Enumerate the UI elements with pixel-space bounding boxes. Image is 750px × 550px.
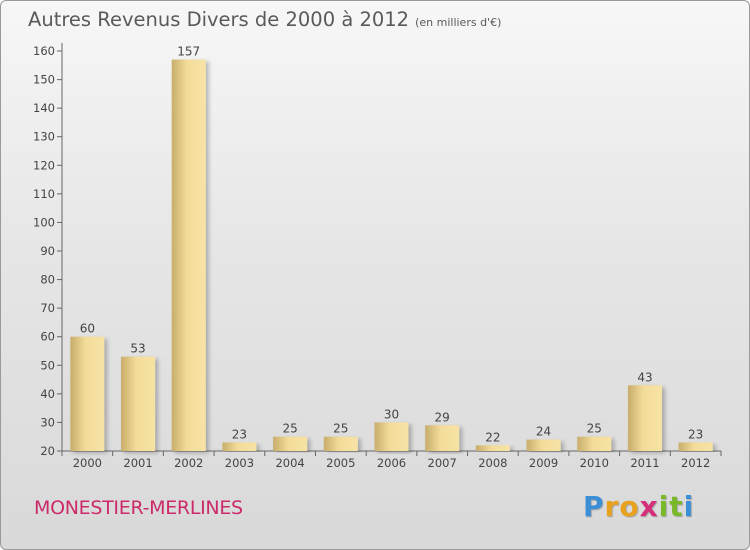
y-tick-label: 160 [33,44,55,58]
data-label: 23 [688,427,703,441]
bar [121,356,156,451]
x-tick-label: 2007 [428,456,457,470]
commune-name: MONESTIER-MERLINES [34,497,243,519]
x-tick-label: 2005 [326,456,355,470]
logo-letter: P [583,490,605,523]
data-label: 29 [435,410,450,424]
bar [475,445,510,451]
logo-letter: x [639,490,659,523]
y-tick-label: 120 [33,158,55,172]
y-tick-label: 140 [33,101,55,115]
x-tick-label: 2010 [580,456,609,470]
bar [70,336,105,451]
logo-letter: i [683,490,695,523]
x-tick-label: 2003 [225,456,254,470]
data-label: 25 [282,422,297,436]
bar [222,442,257,451]
data-label: 53 [130,342,145,356]
y-tick-label: 70 [40,301,55,315]
y-tick-label: 100 [33,215,55,229]
data-label: 25 [333,422,348,436]
chart-labels: 2000 60 2001 53 2002 157 2003 23 2004 25 2005 25 200… [73,45,711,470]
data-label: 157 [177,45,200,59]
y-tick-label: 130 [33,130,55,144]
y-tick-label: 80 [40,273,55,287]
x-tick-label: 2001 [123,456,152,470]
bar [627,385,662,451]
x-tick-label: 2002 [174,456,203,470]
chart-title: Autres Revenus Divers de 2000 à 2012 (en … [28,8,502,31]
x-tick-label: 2004 [275,456,304,470]
bar [425,425,460,451]
x-tick-label: 2006 [377,456,406,470]
logo-letter: t [669,490,684,523]
x-tick-label: 2008 [478,456,507,470]
y-tick-label: 30 [40,415,55,429]
y-tick-label: 40 [40,387,55,401]
bar [374,422,409,451]
x-tick-label: 2009 [529,456,558,470]
y-tick-label: 20 [40,444,55,458]
data-label: 60 [80,322,95,336]
data-label: 23 [232,427,247,441]
y-tick-label: 150 [33,73,55,87]
bar [577,436,612,451]
y-tick-label: 50 [40,358,55,372]
proxiti-logo: Proxiti [583,490,694,523]
x-tick-label: 2012 [681,456,710,470]
y-tick-label: 90 [40,244,55,258]
chart-bars [70,59,713,451]
data-label: 25 [587,422,602,436]
logo-letter: i [658,490,670,523]
logo-letter: o [619,490,640,523]
y-tick-label: 60 [40,330,55,344]
data-label: 43 [637,370,652,384]
bar [273,436,308,451]
chart-subtitle: (en milliers d'€) [415,16,502,29]
bar [171,59,206,451]
bar [526,439,561,451]
x-tick-label: 2000 [73,456,102,470]
data-label: 30 [384,407,399,421]
y-tick-label: 110 [33,187,55,201]
bar [678,442,713,451]
data-label: 22 [485,430,500,444]
x-tick-label: 2011 [630,456,659,470]
logo-letter: r [604,490,620,523]
data-label: 24 [536,425,551,439]
bar [323,436,358,451]
